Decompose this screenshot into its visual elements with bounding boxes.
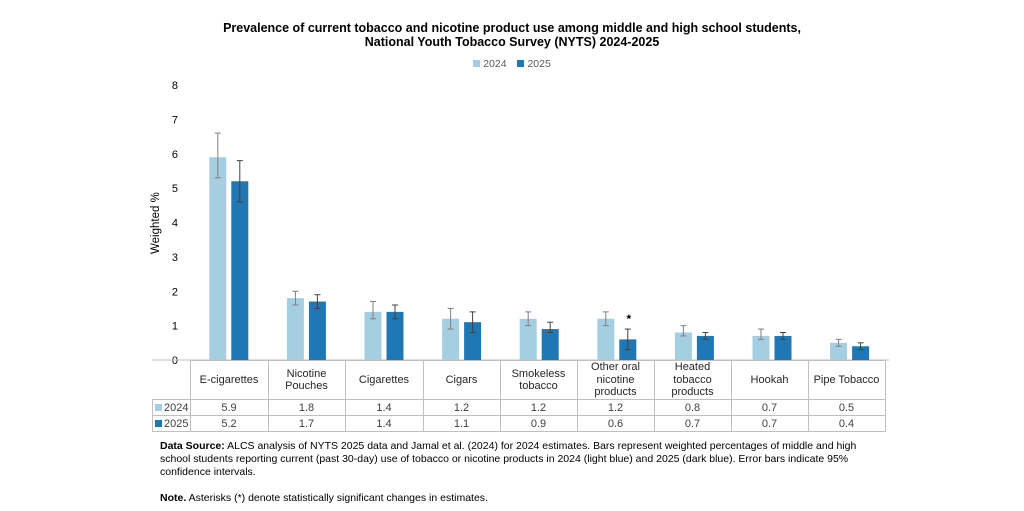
chart-title: Prevalence of current tobacco and nicoti… (223, 21, 801, 35)
y-tick-label: 4 (172, 218, 178, 230)
y-tick-label: 7 (172, 114, 178, 126)
table-value-cell: 5.9 (189, 399, 269, 416)
table-value-cell: 0.9 (499, 415, 578, 432)
table-header-cell: Nicotine Pouches (267, 360, 346, 400)
category-label: Cigars (445, 373, 478, 386)
category-label: Pipe Tobacco (813, 373, 880, 386)
note-label: Note. (160, 492, 187, 504)
table-value-cell: 1.2 (499, 399, 578, 416)
y-tick-label: 6 (172, 149, 178, 161)
bar-2025 (386, 311, 404, 360)
data-source-label: Data Source: (160, 440, 225, 452)
table-header-row: E-cigarettes Nicotine Pouches Cigarettes Ci… (152, 360, 886, 400)
bar-2024 (364, 311, 382, 360)
table-header-cell: Cigarettes (344, 360, 424, 400)
bar-2025 (308, 301, 326, 360)
y-axis-label: Weighted % (150, 192, 162, 254)
table-row-2025: 2025 5.2 1.7 1.4 1.1 0.9 0.6 0.7 0.7 0.4 (152, 415, 886, 432)
legend-item-2024: 2024 (473, 58, 507, 70)
table-value-cell: 1.8 (267, 399, 346, 416)
bar-2024 (674, 332, 692, 360)
table-header-cell: Smokeless tobacco (499, 360, 578, 400)
table-header-cell: Cigars (422, 360, 501, 400)
table-key-2025: 2025 (152, 415, 191, 432)
table-key-label-2025: 2025 (164, 417, 189, 430)
table-value-cell: 5.2 (189, 415, 269, 432)
table-value-cell: 1.7 (267, 415, 346, 432)
legend-swatch-2025 (517, 60, 525, 67)
bar-2024 (442, 318, 460, 360)
bar-2024 (286, 298, 304, 360)
table-value-cell: 0.7 (730, 415, 809, 432)
bar-2025 (696, 335, 714, 360)
bar-2024 (209, 157, 227, 360)
chart-subtitle: National Youth Tobacco Survey (NYTS) 202… (364, 35, 660, 49)
table-value-cell: 0.6 (576, 415, 655, 432)
note-text: Asterisks (*) denote statistically signi… (186, 492, 488, 504)
bar-2025 (464, 322, 482, 360)
data-source-note: Data Source: ALCS analysis of NYTS 2025 … (160, 440, 880, 479)
table-corner (152, 360, 191, 400)
table-value-cell: 1.2 (422, 399, 501, 416)
y-tick-label: 5 (172, 183, 178, 195)
category-label: Smokeless tobacco (511, 367, 566, 393)
bar-2024 (752, 335, 770, 360)
bar-2024 (519, 318, 537, 360)
table-header-cell: Other oral nicotine products (576, 360, 655, 400)
table-value-cell: 0.7 (653, 415, 732, 432)
bar-2025 (774, 335, 792, 360)
table-value-cell: 1.4 (344, 399, 424, 416)
table-value-cell: 0.5 (807, 399, 886, 416)
legend: 2024 2025 (0, 58, 1024, 70)
significance-note: Note. Asterisks (*) denote statistically… (160, 492, 880, 505)
category-label: Heated tobacco products (671, 361, 714, 399)
table-swatch-2024 (155, 403, 162, 411)
category-label: E-cigarettes (199, 373, 259, 386)
bar-2025 (852, 346, 870, 360)
bar-2024 (830, 342, 848, 360)
notes: Data Source: ALCS analysis of NYTS 2025 … (160, 440, 880, 505)
significance-asterisk: * (626, 312, 631, 326)
y-tick-label: 1 (172, 321, 178, 333)
table-value-cell: 1.2 (576, 399, 655, 416)
data-source-text: ALCS analysis of NYTS 2025 data and Jama… (160, 440, 857, 478)
y-tick-label: 2 (172, 286, 178, 298)
table-row-2024: 2024 5.9 1.8 1.4 1.2 1.2 1.2 0.8 0.7 0.5 (152, 399, 886, 416)
table-value-cell: 0.4 (807, 415, 886, 432)
legend-label-2024: 2024 (483, 58, 507, 70)
table-header-cell: Hookah (730, 360, 809, 400)
bar-2025 (231, 181, 249, 360)
category-label: Cigarettes (358, 373, 410, 386)
category-label: Nicotine Pouches (285, 367, 328, 393)
category-label: Other oral nicotine products (591, 361, 640, 399)
table-value-cell: 1.1 (422, 415, 501, 432)
legend-label-2025: 2025 (527, 58, 551, 70)
table-value-cell: 0.7 (730, 399, 809, 416)
table-value-cell: 1.4 (344, 415, 424, 432)
table-value-cell: 0.8 (653, 399, 732, 416)
table-key-2024: 2024 (152, 399, 191, 416)
bar-2025 (541, 329, 559, 360)
table-swatch-2025 (155, 419, 162, 427)
data-table: E-cigarettes Nicotine Pouches Cigarettes Ci… (152, 360, 886, 432)
legend-item-2025: 2025 (517, 58, 551, 70)
table-header-cell: Heated tobacco products (653, 360, 732, 400)
legend-swatch-2024 (473, 60, 481, 67)
y-tick-label: 3 (172, 252, 178, 264)
table-header-cell: Pipe Tobacco (807, 360, 886, 400)
table-header-cell: E-cigarettes (189, 360, 269, 400)
bar-2024 (597, 318, 615, 360)
table-key-label-2024: 2024 (164, 401, 189, 414)
y-tick-label: 8 (172, 80, 178, 92)
category-label: Hookah (750, 373, 789, 386)
